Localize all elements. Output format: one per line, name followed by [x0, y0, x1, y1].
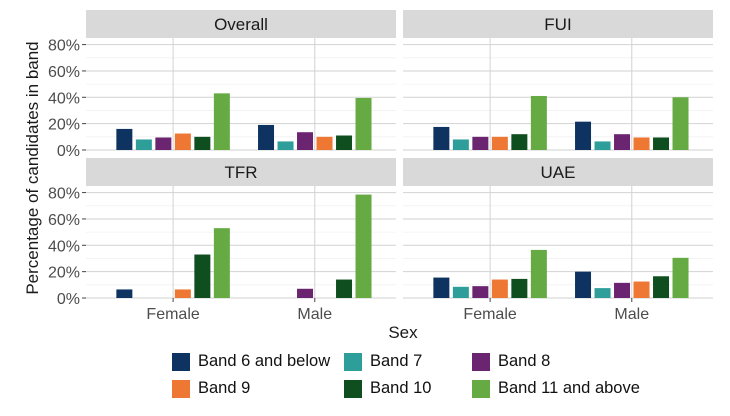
bar [672, 257, 689, 298]
panel-strip [403, 158, 713, 186]
faceted-bar-chart: Overall 0% 20% 40% 60% 80% FUI TFR 0% 20% 40% 60% 80… [23, 10, 713, 342]
y-tick-label: 40% [48, 90, 80, 107]
legend-swatch [472, 379, 490, 398]
bar [511, 134, 528, 150]
bar [316, 136, 333, 150]
legend: Band 6 and below Band 7 Band 8 Band 9 Band 1… [172, 352, 692, 412]
bar [530, 95, 547, 150]
bar [594, 141, 611, 150]
bar [575, 271, 592, 298]
legend-swatch [344, 352, 362, 371]
legend-label: Band 7 [370, 352, 423, 370]
bar [155, 137, 172, 150]
panel-background [86, 186, 396, 298]
bar [653, 137, 670, 150]
legend-swatch [172, 379, 190, 398]
legend-label: Band 6 and below [198, 352, 331, 370]
bar [297, 132, 314, 150]
panel-strip [86, 158, 396, 186]
legend-swatch [344, 379, 362, 398]
bar [452, 286, 469, 298]
panel-title: FUI [544, 15, 571, 34]
bar [452, 139, 469, 150]
bar [355, 97, 372, 150]
x-axis-title: Sex [388, 323, 418, 342]
legend-item: Band 9 [172, 379, 250, 398]
bar [174, 289, 191, 298]
bar [672, 97, 689, 150]
panel-background [403, 38, 713, 150]
bar [530, 249, 547, 298]
legend-label: Band 10 [370, 379, 432, 397]
bar [633, 137, 650, 150]
bar [614, 134, 631, 150]
panel-title: UAE [541, 163, 576, 182]
y-tick-label: 20% [48, 117, 80, 134]
y-tick-label: 80% [48, 38, 80, 55]
x-tick-label: Female [463, 306, 516, 323]
legend-item: Band 6 and below [172, 352, 330, 371]
y-tick-label: 60% [48, 64, 80, 81]
x-tick-label: Female [146, 306, 199, 323]
y-tick-label: 40% [48, 238, 80, 255]
y-tick-label: 0% [57, 291, 80, 308]
panel-strip [403, 10, 713, 38]
bar [491, 279, 508, 298]
legend-label: Band 8 [498, 352, 551, 370]
legend-label: Band 9 [198, 379, 251, 397]
bar [511, 278, 528, 298]
y-tick-label: 60% [48, 212, 80, 229]
bar [194, 254, 211, 298]
legend-item: Band 10 [344, 379, 431, 398]
legend-item: Band 7 [344, 352, 422, 371]
panel-title: Overall [214, 15, 268, 34]
bar [258, 124, 275, 150]
bar [116, 128, 133, 150]
legend-label: Band 11 and above [498, 379, 640, 397]
bar [653, 276, 670, 298]
bar [472, 286, 489, 298]
legend-swatch [472, 352, 490, 371]
bar [297, 288, 314, 298]
bar [174, 133, 191, 150]
y-tick-label: 80% [48, 186, 80, 203]
x-tick-label: Male [614, 306, 649, 323]
panel-title: TFR [224, 163, 257, 182]
y-tick-label: 20% [48, 265, 80, 282]
legend-item: Band 11 and above [472, 379, 640, 398]
bar [633, 281, 650, 298]
legend-swatch [172, 352, 190, 371]
y-axis-title: Percentage of candidates in band [23, 41, 42, 294]
bar [491, 136, 508, 150]
bar [355, 194, 372, 298]
bar [336, 279, 353, 298]
bar [433, 126, 450, 150]
bar [213, 93, 230, 150]
bar [194, 136, 211, 150]
bar [472, 136, 489, 150]
bar [614, 282, 631, 298]
bar [135, 139, 152, 150]
y-tick-label: 0% [57, 143, 80, 160]
bar [116, 289, 133, 298]
panel-strip [86, 10, 396, 38]
panel-background [86, 38, 396, 150]
bar [575, 121, 592, 150]
bar [277, 141, 294, 150]
bar [594, 288, 611, 298]
x-tick-label: Male [297, 306, 332, 323]
bar [336, 135, 353, 150]
bar [213, 228, 230, 298]
legend-item: Band 8 [472, 352, 550, 371]
bar [433, 277, 450, 298]
